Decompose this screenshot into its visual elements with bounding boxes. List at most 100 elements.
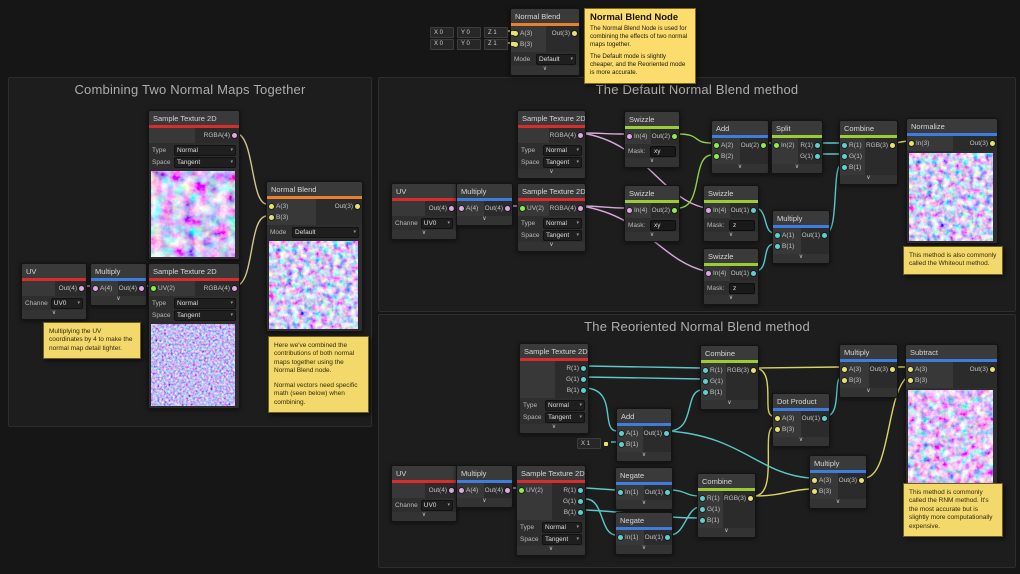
port-out3[interactable]: Out(3) <box>954 364 995 375</box>
node-sample-texture-2d-f[interactable]: Sample Texture 2D UV(2) R(1) G(1) B(1) Type No… <box>516 465 586 556</box>
input-port-dot[interactable] <box>703 368 708 373</box>
port-b1[interactable]: B(1) <box>775 241 800 252</box>
input-port-dot[interactable] <box>700 507 705 512</box>
port-in2[interactable]: In(2) <box>774 140 797 151</box>
port-a3[interactable]: A(3) <box>812 475 837 486</box>
vector-component-field[interactable]: X 0 <box>430 38 454 50</box>
sticky-note[interactable]: This method is also commonly called the … <box>903 246 1003 275</box>
collapse-chevron-icon[interactable]: ∨ <box>520 424 588 433</box>
port-in4[interactable]: In(4) <box>706 205 729 216</box>
vector-component-field[interactable]: Z 1 <box>484 27 508 38</box>
output-port-dot[interactable] <box>449 206 454 211</box>
node-add-2[interactable]: Add A(1) B(1) Out(1) ∨ <box>616 408 672 462</box>
node-sample-texture-2d-e[interactable]: Sample Texture 2D R(1) G(1) B(1) Type Normal ▾… <box>519 343 589 434</box>
node-normal-blend-float[interactable]: Normal Blend A(3) B(3) Out(3) Mode Default ▾ ∨ <box>510 8 580 76</box>
node-multiply-3[interactable]: Multiply A(1) B(1) Out(1) ∨ <box>772 210 830 264</box>
port-out4[interactable]: Out(4) <box>119 283 144 294</box>
collapse-chevron-icon[interactable]: ∨ <box>392 230 456 239</box>
dropdown-space[interactable]: Tangent ▾ <box>174 309 236 321</box>
input-port-dot[interactable] <box>706 271 711 276</box>
dropdown-mode[interactable]: Default ▾ <box>536 53 576 65</box>
output-port-dot[interactable] <box>990 141 995 146</box>
port-in1[interactable]: In(1) <box>618 532 643 543</box>
input-port-dot[interactable] <box>619 431 624 436</box>
output-port-dot[interactable] <box>581 366 586 371</box>
output-port-dot[interactable] <box>672 208 677 213</box>
port-rgba4[interactable]: RGBA(4) <box>196 283 237 294</box>
port-a2[interactable]: A(2) <box>714 140 739 151</box>
port-out3[interactable]: Out(3) <box>317 201 360 212</box>
node-uv-3[interactable]: UV Out(4) Channe UV0 ▾ ∨ <box>391 465 457 522</box>
input-port-dot[interactable] <box>513 31 518 36</box>
port-b3[interactable]: B(3) <box>269 212 315 223</box>
collapse-chevron-icon[interactable]: ∨ <box>773 254 829 263</box>
input-port-dot[interactable] <box>151 286 156 291</box>
input-port-dot[interactable] <box>269 215 274 220</box>
port-uv2[interactable]: UV(2) <box>520 203 548 214</box>
port-rgb3[interactable]: RGB(3) <box>724 493 753 504</box>
collapse-chevron-icon[interactable]: ∨ <box>840 388 897 397</box>
port-b2[interactable]: B(2) <box>714 151 739 162</box>
output-port-dot[interactable] <box>751 208 756 213</box>
dropdown-type[interactable]: Normal ▾ <box>542 521 582 533</box>
port-out1[interactable]: Out(1) <box>802 413 827 424</box>
node-normal-blend-1[interactable]: Normal Blend A(3) B(3) Out(3) Mode Default ▾ <box>266 181 363 332</box>
collapse-chevron-icon[interactable]: ∨ <box>840 175 897 184</box>
port-in4[interactable]: In(4) <box>627 131 650 142</box>
collapse-chevron-icon[interactable]: ∨ <box>518 169 585 178</box>
input-port-dot[interactable] <box>619 442 624 447</box>
port-a1[interactable]: A(1) <box>619 428 642 439</box>
output-port-dot[interactable] <box>578 206 583 211</box>
node-combine-2[interactable]: Combine R(1) G(1) B(1) RGB(3) ∨ <box>700 345 759 410</box>
input-port-dot[interactable] <box>519 488 524 493</box>
port-out4[interactable]: Out(4) <box>56 283 84 294</box>
input-port-dot[interactable] <box>842 378 847 383</box>
output-port-dot[interactable] <box>665 535 670 540</box>
node-multiply-2[interactable]: Multiply A(4) Out(4) ∨ <box>456 183 513 226</box>
port-out3[interactable]: Out(3) <box>839 475 864 486</box>
input-port-dot[interactable] <box>812 478 817 483</box>
port-a3[interactable]: A(3) <box>908 364 952 375</box>
collapse-chevron-icon[interactable]: ∨ <box>617 452 671 461</box>
port-a3[interactable]: A(3) <box>775 413 800 424</box>
port-out4[interactable]: Out(4) <box>485 485 510 496</box>
collapse-chevron-icon[interactable]: ∨ <box>701 400 758 409</box>
port-in1[interactable]: In(1) <box>618 487 643 498</box>
port-out1[interactable]: Out(1) <box>644 428 669 439</box>
port-a4[interactable]: A(4) <box>93 283 117 294</box>
input-port-dot[interactable] <box>706 208 711 213</box>
output-port-dot[interactable] <box>748 496 753 501</box>
collapse-chevron-icon[interactable]: ∨ <box>625 232 679 241</box>
collapse-chevron-icon[interactable]: ∨ <box>457 498 512 507</box>
port-a4[interactable]: A(4) <box>459 485 483 496</box>
node-split-1[interactable]: Split In(2) R(1) G(1) ∨ <box>771 120 823 174</box>
collapse-chevron-icon[interactable]: ∨ <box>91 296 146 305</box>
node-add-1[interactable]: Add A(2) B(2) Out(2) ∨ <box>711 120 769 174</box>
output-port-dot[interactable] <box>581 388 586 393</box>
node-multiply-6[interactable]: Multiply A(3) B(3) Out(3) ∨ <box>809 455 867 509</box>
node-combine-3[interactable]: Combine R(1) G(1) B(1) RGB(3) ∨ <box>697 473 756 538</box>
input-port-dot[interactable] <box>908 367 913 372</box>
input-port-dot[interactable] <box>908 378 913 383</box>
node-sample-texture-2d-c[interactable]: Sample Texture 2D RGBA(4) Type Normal ▾ Space… <box>517 110 586 179</box>
input-port-dot[interactable] <box>842 367 847 372</box>
collapse-chevron-icon[interactable]: ∨ <box>698 528 755 537</box>
collapse-chevron-icon[interactable]: ∨ <box>616 500 672 509</box>
node-sample-texture-2d-a[interactable]: Sample Texture 2D RGBA(4) Type Normal ▾ Space… <box>148 110 240 260</box>
node-multiply-5[interactable]: Multiply A(4) Out(4) ∨ <box>456 465 513 508</box>
node-dot-product[interactable]: Dot Product A(3) B(3) Out(1) ∨ <box>772 393 830 447</box>
output-port-dot[interactable] <box>139 286 144 291</box>
node-multiply-4[interactable]: Multiply A(3) B(3) Out(3) ∨ <box>839 344 898 398</box>
port-r1[interactable]: R(1) <box>556 363 586 374</box>
port-b3[interactable]: B(3) <box>775 424 800 435</box>
port-out4[interactable]: Out(4) <box>485 203 510 214</box>
port-b1[interactable]: B(1) <box>619 439 642 450</box>
port-out3[interactable]: Out(3) <box>870 364 895 375</box>
port-g1[interactable]: G(1) <box>842 151 864 162</box>
input-port-dot[interactable] <box>93 286 98 291</box>
dropdown-space[interactable]: Tangent ▾ <box>543 229 582 241</box>
port-b3[interactable]: B(3) <box>513 39 545 50</box>
collapse-chevron-icon[interactable]: ∨ <box>511 66 579 75</box>
port-out2[interactable]: Out(2) <box>741 140 766 151</box>
node-subtract-1[interactable]: Subtract A(3) B(3) Out(3) <box>905 344 998 505</box>
